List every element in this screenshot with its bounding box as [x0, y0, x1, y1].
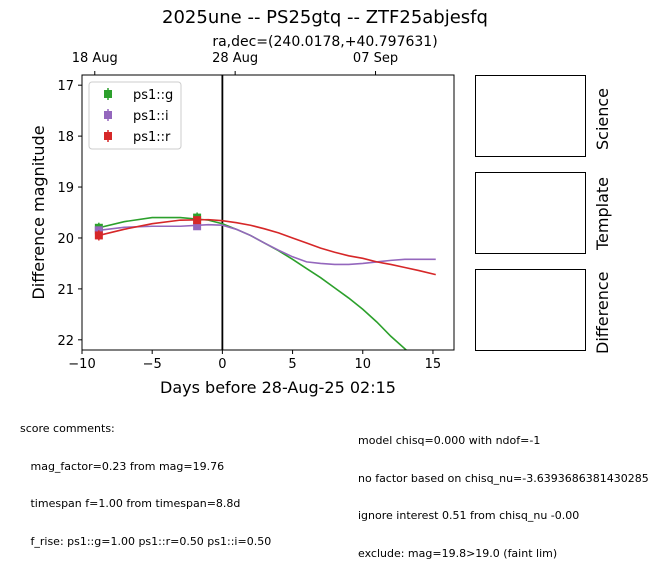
template-label: Template [593, 176, 612, 250]
y-axis-label: Difference magnitude [29, 125, 48, 299]
x-tick-label: 10 [354, 357, 371, 372]
science-panel [475, 75, 586, 157]
legend-label: ps1::i [133, 109, 169, 124]
science-label: Science [593, 87, 612, 150]
data-point [193, 222, 202, 231]
data-point [193, 216, 202, 225]
comment-line: exclude: mag=19.8>19.0 (faint lim) [358, 546, 558, 560]
template-panel [475, 172, 586, 254]
legend-marker [104, 111, 112, 119]
plot-frame [81, 74, 455, 351]
score-comments: score comments: mag_factor=0.23 from mag… [20, 398, 271, 561]
y-tick-label: 17 [57, 79, 74, 94]
curve-ps1-i [98, 223, 436, 266]
data-point [94, 231, 103, 240]
comment-line: score comments: [20, 422, 115, 435]
x-tick-label: 5 [288, 357, 296, 372]
series-curves [94, 212, 436, 350]
x-tick-label: −10 [68, 357, 95, 372]
comment-line: ignore interest 0.51 from chisq_nu -0.00 [358, 509, 580, 522]
legend-marker [104, 132, 112, 140]
y-tick-label: 21 [57, 283, 74, 298]
y-tick-label: 20 [57, 232, 74, 247]
legend-marker [104, 90, 112, 98]
x-tick-label: −5 [143, 357, 162, 372]
top-tick-label: 07 Sep [353, 51, 398, 66]
y-tick-label: 22 [57, 334, 74, 349]
x-tick-label: 15 [425, 357, 442, 372]
lightcurve-plot: −10 −5 0 5 10 15 17 18 19 20 21 22 18 Aug 28 Aug 07 Se… [29, 51, 455, 397]
difference-label: Difference [593, 271, 612, 354]
x-tick-label: 0 [218, 357, 226, 372]
comment-line: no factor based on chisq_nu=-3.639368638… [358, 471, 649, 485]
chart-title: 2025une -- PS25gtq -- ZTF25abjesfq [162, 7, 488, 28]
chart-subtitle: ra,dec=(240.0178,+40.797631) [212, 34, 438, 50]
top-tick-label: 18 Aug [72, 51, 118, 66]
top-tick-label: 28 Aug [212, 51, 258, 66]
comment-line: model chisq=0.000 with ndof=-1 [358, 434, 541, 447]
x-axis-label: Days before 28-Aug-25 02:15 [160, 378, 396, 397]
difference-panel [475, 269, 586, 351]
comment-line: mag_factor=0.23 from mag=19.76 [20, 459, 225, 473]
y-tick-label: 19 [57, 181, 74, 196]
legend-label: ps1::g [133, 88, 173, 103]
legend-label: ps1::r [133, 130, 171, 145]
y-tick-label: 18 [57, 130, 74, 145]
comment-line: f_rise: ps1::g=1.00 ps1::r=0.50 ps1::i=0… [20, 534, 272, 548]
model-comments: model chisq=0.000 with ndof=-1 no factor… [358, 410, 649, 573]
curve-ps1-r [98, 218, 436, 276]
